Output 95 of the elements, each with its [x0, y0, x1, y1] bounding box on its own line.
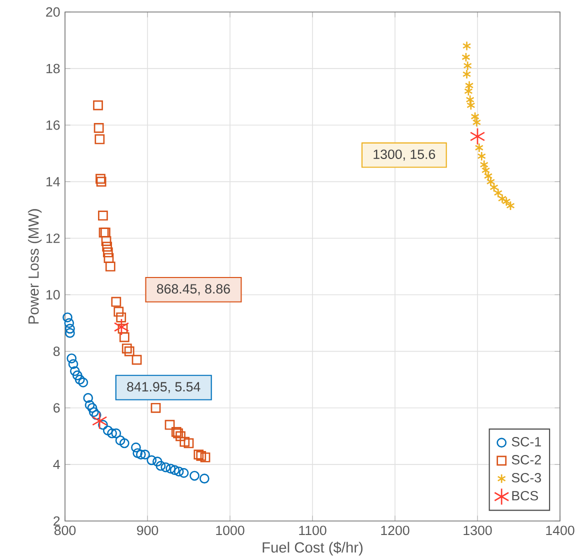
- point: [462, 40, 472, 51]
- point: [194, 450, 204, 460]
- point: [180, 436, 190, 447]
- point: [91, 410, 102, 420]
- point: [98, 210, 108, 221]
- legend-label: SC-3: [512, 473, 541, 482]
- point: [176, 431, 186, 442]
- point: [114, 306, 124, 317]
- point: [105, 262, 116, 272]
- point: [102, 426, 113, 436]
- point: [140, 450, 150, 460]
- annotation: 868.45, 8.86: [156, 284, 230, 296]
- point: [174, 466, 184, 476]
- point: [132, 354, 142, 365]
- point: [132, 448, 143, 458]
- point: [65, 328, 75, 338]
- point: [464, 80, 474, 90]
- point: [115, 435, 126, 446]
- point: [164, 420, 175, 430]
- point: [68, 359, 78, 369]
- point: [102, 247, 113, 258]
- x-tick-label: 1300: [464, 526, 492, 536]
- x-tick-label: 1400: [546, 526, 574, 536]
- point: [170, 465, 180, 476]
- point: [78, 378, 88, 388]
- y-tick-label: 18: [46, 64, 60, 74]
- point: [94, 123, 104, 133]
- y-tick-label: 14: [46, 177, 60, 186]
- point: [70, 366, 80, 376]
- point: [178, 468, 189, 478]
- point: [200, 452, 210, 462]
- point: [104, 253, 114, 263]
- y-tick-label: 12: [46, 234, 60, 243]
- point: [136, 450, 146, 460]
- point: [166, 464, 176, 474]
- point: [119, 332, 130, 342]
- point: [199, 474, 210, 484]
- y-tick-label: 6: [54, 403, 60, 413]
- y-tick-label: 10: [46, 290, 60, 300]
- point: [92, 412, 108, 430]
- point: [116, 312, 126, 322]
- point: [64, 318, 74, 328]
- x-tick-label: 1000: [216, 526, 244, 536]
- x-tick-label: 900: [137, 526, 158, 536]
- point: [114, 318, 130, 336]
- annotation: 841.95, 5.54: [127, 382, 200, 394]
- x-tick-label: 1200: [381, 526, 410, 536]
- point: [190, 470, 200, 481]
- point: [160, 462, 171, 472]
- point: [107, 428, 117, 438]
- annotation: 1300, 15.6: [374, 150, 436, 161]
- point: [150, 402, 161, 413]
- x-axis-title: Fuel Cost ($/hr): [262, 542, 363, 556]
- point: [94, 134, 105, 144]
- y-axis-title: Power Loss (MW): [28, 209, 42, 324]
- point: [93, 100, 103, 110]
- point: [65, 324, 75, 334]
- y-tick-label: 2: [54, 516, 60, 526]
- point: [122, 344, 132, 354]
- point: [146, 455, 157, 466]
- point: [101, 236, 112, 246]
- y-tick-label: 20: [46, 7, 60, 17]
- legend-label: SC-1: [512, 437, 541, 446]
- point: [74, 374, 85, 385]
- legend-label: SC-2: [512, 455, 541, 464]
- point: [470, 128, 486, 146]
- point: [124, 346, 134, 356]
- x-tick-label: 800: [54, 526, 76, 536]
- point: [152, 456, 162, 467]
- point: [98, 420, 108, 430]
- point: [83, 393, 94, 403]
- point: [111, 428, 122, 438]
- point: [156, 460, 166, 471]
- point: [462, 69, 472, 80]
- point: [118, 324, 128, 334]
- point: [111, 296, 122, 307]
- y-tick-label: 8: [53, 346, 60, 356]
- point: [66, 353, 77, 364]
- y-tick-label: 16: [46, 120, 60, 130]
- legend-label: BCS: [512, 490, 538, 500]
- x-tick-label: 1100: [299, 526, 326, 536]
- point: [88, 407, 99, 418]
- point: [131, 442, 141, 452]
- point: [96, 176, 106, 187]
- point: [84, 400, 95, 410]
- point: [102, 242, 112, 252]
- point: [119, 438, 130, 448]
- point: [87, 402, 98, 413]
- y-tick-label: 4: [53, 460, 60, 470]
- point: [96, 174, 106, 184]
- point: [184, 438, 194, 448]
- point: [62, 312, 72, 322]
- point: [72, 370, 82, 380]
- point: [196, 451, 206, 461]
- point: [506, 200, 515, 211]
